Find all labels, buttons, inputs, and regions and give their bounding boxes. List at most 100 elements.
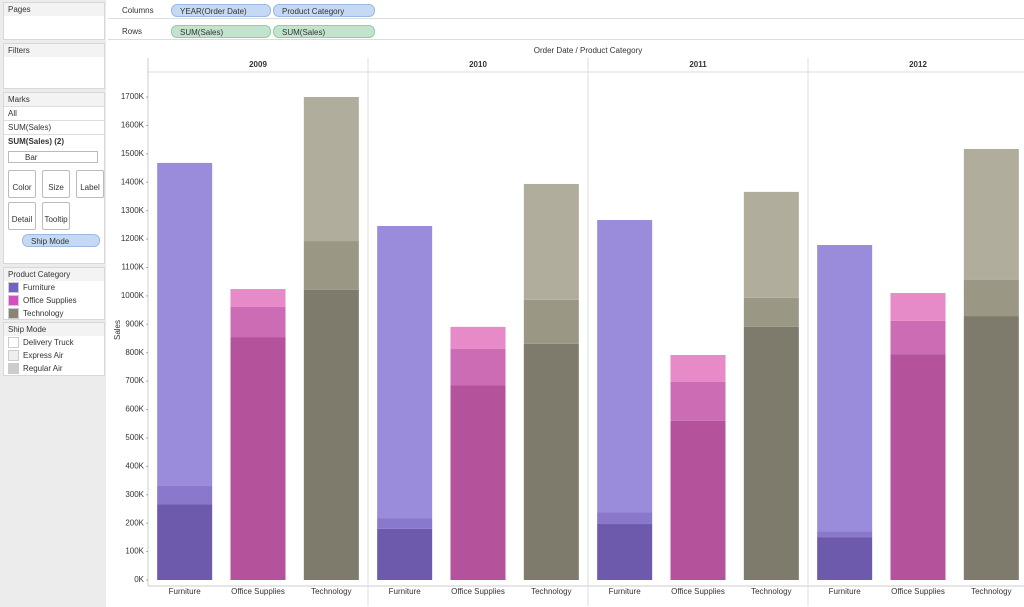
bar-segment <box>377 225 433 519</box>
y-tick-label: 800K <box>125 348 144 357</box>
y-tick-label: 1500K <box>121 149 145 158</box>
marks-card: Marks All SUM(Sales) SUM(Sales) (2) Bar … <box>3 92 105 264</box>
chart-header: Order Date / Product Category <box>534 46 643 55</box>
year-header: 2011 <box>689 60 707 69</box>
bar-segment <box>597 512 653 525</box>
legend-label: Delivery Truck <box>23 338 74 347</box>
bar-segment <box>670 420 726 580</box>
bar-segment <box>157 504 213 580</box>
columns-pill[interactable]: Product Category <box>273 4 375 17</box>
x-tick-label: Technology <box>971 587 1011 596</box>
bar-segment <box>670 381 726 421</box>
bar-segment <box>963 148 1019 280</box>
marks-title: Marks <box>4 93 104 106</box>
y-tick-label: 1600K <box>121 121 145 130</box>
rows-pill[interactable]: SUM(Sales) <box>171 25 271 38</box>
bar-segment <box>303 97 359 242</box>
y-tick-label: 900K <box>125 319 144 328</box>
bar-segment <box>963 316 1019 580</box>
y-tick-label: 100K <box>125 547 144 556</box>
bar-segment <box>670 354 726 382</box>
x-tick-label: Office Supplies <box>231 587 285 596</box>
legend-swatch <box>8 282 19 293</box>
bar-segment <box>157 485 213 505</box>
detail-button[interactable]: Detail <box>8 202 36 230</box>
x-tick-label: Furniture <box>829 587 862 596</box>
bar-segment <box>303 241 359 290</box>
bar-segment <box>230 289 286 307</box>
x-tick-label: Office Supplies <box>891 587 945 596</box>
bar-segment <box>890 354 946 580</box>
legend-swatch <box>8 363 19 374</box>
rows-pill[interactable]: SUM(Sales) <box>273 25 375 38</box>
shelf-label: Columns <box>122 6 154 15</box>
bar-segment <box>963 279 1019 317</box>
sidebar: Pages Filters Marks All SUM(Sales) SUM(S… <box>0 0 106 607</box>
legend-swatch <box>8 308 19 319</box>
legend-swatch <box>8 337 19 348</box>
x-tick-label: Technology <box>751 587 791 596</box>
y-axis-label: Sales <box>113 320 122 340</box>
category-legend: Product Category Furniture Office Supplies… <box>3 267 105 320</box>
y-tick-label: 1300K <box>121 206 145 215</box>
bar-segment <box>890 293 946 321</box>
bar-segment <box>450 349 506 386</box>
legend-swatch <box>8 350 19 361</box>
legend-item[interactable]: Furniture <box>4 281 104 294</box>
legend-item[interactable]: Office Supplies <box>4 294 104 307</box>
size-button[interactable]: Size <box>42 170 70 198</box>
bar-segment <box>890 320 946 355</box>
pages-title: Pages <box>4 3 104 16</box>
bar-segment <box>743 326 799 580</box>
year-header: 2009 <box>249 60 267 69</box>
columns-pill[interactable]: YEAR(Order Date) <box>171 4 271 17</box>
bar-segment <box>230 337 286 580</box>
y-tick-label: 300K <box>125 490 144 499</box>
legend-item[interactable]: Technology <box>4 307 104 320</box>
y-tick-label: 500K <box>125 433 144 442</box>
mark-type-dropdown[interactable]: Bar <box>8 151 98 163</box>
tooltip-button[interactable]: Tooltip <box>42 202 70 230</box>
label-button[interactable]: Label <box>76 170 104 198</box>
legend-label: Regular Air <box>23 364 63 373</box>
bar-segment <box>743 191 799 298</box>
y-tick-label: 1400K <box>121 177 145 186</box>
ship-mode-pill[interactable]: Ship Mode <box>22 234 100 247</box>
bar-segment <box>523 343 579 580</box>
pages-card: Pages <box>3 2 105 40</box>
x-tick-label: Furniture <box>169 587 202 596</box>
y-tick-label: 400K <box>125 461 144 470</box>
bar-segment <box>523 183 579 300</box>
marks-row[interactable]: SUM(Sales) <box>4 120 104 134</box>
bar-segment <box>743 297 799 327</box>
y-tick-label: 1100K <box>121 263 144 272</box>
legend-label: Furniture <box>23 283 56 292</box>
color-button[interactable]: Color <box>8 170 36 198</box>
x-tick-label: Office Supplies <box>671 587 725 596</box>
y-tick-label: 1700K <box>121 92 145 101</box>
filters-title: Filters <box>4 44 104 57</box>
bar-segment <box>157 162 213 486</box>
marks-row[interactable]: All <box>4 106 104 120</box>
columns-shelf: Columns YEAR(Order Date) Product Categor… <box>108 2 1024 19</box>
bar-segment <box>303 289 359 580</box>
bar-segment <box>450 326 506 350</box>
legend-item[interactable]: Delivery Truck <box>4 336 104 349</box>
y-tick-label: 600K <box>125 405 144 414</box>
legend-label: Office Supplies <box>23 296 77 305</box>
legend-item[interactable]: Regular Air <box>4 362 104 375</box>
x-tick-label: Technology <box>311 587 351 596</box>
y-tick-label: 1000K <box>121 291 145 300</box>
year-header: 2012 <box>909 60 927 69</box>
y-tick-label: 200K <box>125 518 144 527</box>
filters-card: Filters <box>3 43 105 89</box>
bar-segment <box>523 299 579 344</box>
bar-segment <box>817 245 873 532</box>
marks-row[interactable]: SUM(Sales) (2) <box>4 134 104 148</box>
legend-item[interactable]: Express Air <box>4 349 104 362</box>
bar-segment <box>817 537 873 580</box>
bar-segment <box>377 528 433 580</box>
bar-segment <box>817 531 873 538</box>
x-tick-label: Furniture <box>609 587 642 596</box>
